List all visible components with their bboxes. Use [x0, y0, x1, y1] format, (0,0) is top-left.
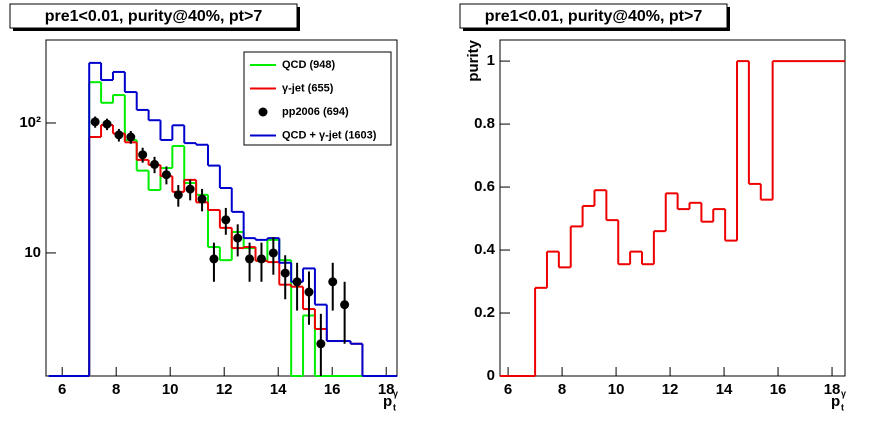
- y-tick-label: 10: [24, 244, 41, 261]
- x-tick-label: 6: [504, 381, 512, 398]
- y-tick-label: 0: [487, 367, 495, 384]
- data-point: [316, 339, 326, 349]
- data-point: [102, 119, 112, 129]
- x-axis-label-sup: γ: [393, 388, 398, 398]
- x-axis-label-sub: t: [393, 402, 396, 412]
- legend-label: QCD + γ-jet (1603): [282, 129, 377, 141]
- data-point: [304, 287, 314, 297]
- x-tick-label: 14: [270, 381, 287, 398]
- data-point: [256, 254, 266, 264]
- data-point: [245, 254, 255, 264]
- data-point: [221, 215, 231, 225]
- chart-title: pre1<0.01, purity@40%, pt>7: [45, 8, 263, 25]
- data-point: [280, 268, 290, 278]
- x-tick-label: 18: [824, 381, 841, 398]
- legend-label: QCD (948): [282, 59, 336, 71]
- chart-title: pre1<0.01, purity@40%, pt>7: [485, 8, 703, 25]
- x-tick-label: 10: [162, 381, 179, 398]
- legend-label: pp2006 (694): [282, 106, 349, 118]
- data-point: [90, 117, 100, 127]
- x-tick-label: 8: [112, 381, 120, 398]
- x-tick-label: 16: [770, 381, 787, 398]
- data-point: [328, 277, 338, 287]
- data-point: [340, 300, 350, 310]
- title-box: [459, 3, 728, 29]
- legend-swatch: [258, 107, 268, 117]
- data-point: [126, 132, 136, 142]
- x-tick-label: 18: [378, 381, 395, 398]
- data-point: [292, 277, 302, 287]
- data-point: [268, 248, 278, 258]
- x-axis-label: p: [383, 393, 392, 410]
- plot-frame: [45, 39, 398, 377]
- data-point: [173, 190, 183, 200]
- x-tick-label: 8: [558, 381, 566, 398]
- x-tick-label: 6: [58, 381, 66, 398]
- y-tick-label: 1: [487, 52, 495, 69]
- x-axis-label-sub: t: [841, 402, 844, 412]
- y-tick-label: 0.8: [474, 115, 495, 132]
- y-axis-label: purity: [465, 39, 482, 81]
- data-point: [185, 184, 195, 194]
- x-tick-label: 10: [608, 381, 625, 398]
- legend-box: [243, 51, 392, 146]
- data-point: [197, 194, 207, 204]
- y-tick-label: 10²: [19, 114, 41, 131]
- x-tick-label: 12: [662, 381, 679, 398]
- x-axis-label: p: [831, 393, 840, 410]
- data-point: [233, 233, 243, 243]
- data-point: [114, 130, 124, 140]
- y-tick-label: 0.4: [474, 241, 496, 258]
- x-tick-label: 14: [716, 381, 733, 398]
- x-tick-label: 12: [216, 381, 233, 398]
- data-point: [150, 159, 160, 169]
- data-point: [161, 170, 171, 180]
- x-axis-label-sup: γ: [841, 388, 846, 398]
- y-tick-label: 0.2: [474, 304, 495, 321]
- x-tick-label: 16: [324, 381, 341, 398]
- legend-label: γ-jet (655): [282, 82, 334, 94]
- data-point: [138, 150, 148, 160]
- data-point: [209, 254, 219, 264]
- plot-frame: [499, 39, 846, 377]
- y-tick-label: 0.6: [474, 178, 495, 195]
- title-box: [9, 3, 298, 29]
